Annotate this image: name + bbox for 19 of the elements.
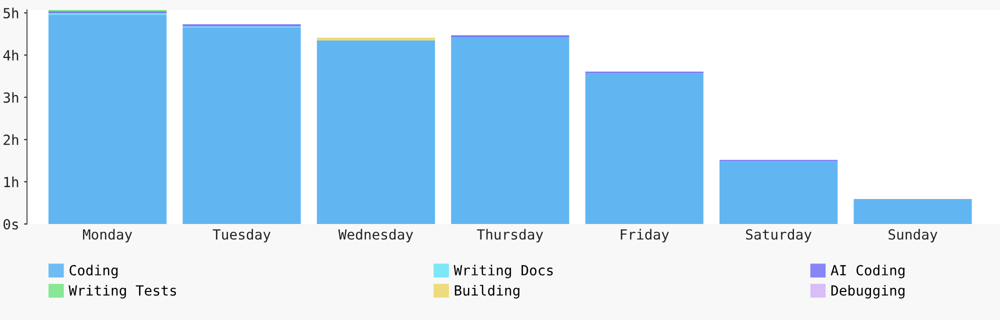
legend-label: Debugging: [831, 284, 904, 298]
legend-label: Writing Docs: [454, 264, 553, 278]
legend-label: Writing Tests: [68, 284, 176, 298]
legend-label: Coding: [70, 264, 118, 278]
x-tick-label: Friday: [620, 228, 669, 242]
legend-label: Building: [454, 284, 520, 298]
x-tick-label: Tuesday: [212, 228, 270, 242]
x-tick-label: Saturday: [746, 228, 812, 242]
x-tick-label: Sunday: [888, 228, 938, 242]
y-tick-label: 1h: [4, 176, 18, 188]
x-tick-label: Monday: [83, 228, 132, 242]
legend-label: AI Coding: [830, 264, 904, 278]
y-tick-label: 3h: [4, 92, 18, 103]
x-tick-label: Thursday: [477, 228, 544, 242]
y-tick-label: 5h: [4, 8, 18, 18]
y-tick-label: 2h: [4, 134, 18, 145]
y-tick-label: 4h: [3, 50, 18, 60]
y-tick-label: 0s: [4, 219, 18, 230]
x-tick-label: Wednesday: [338, 228, 414, 242]
